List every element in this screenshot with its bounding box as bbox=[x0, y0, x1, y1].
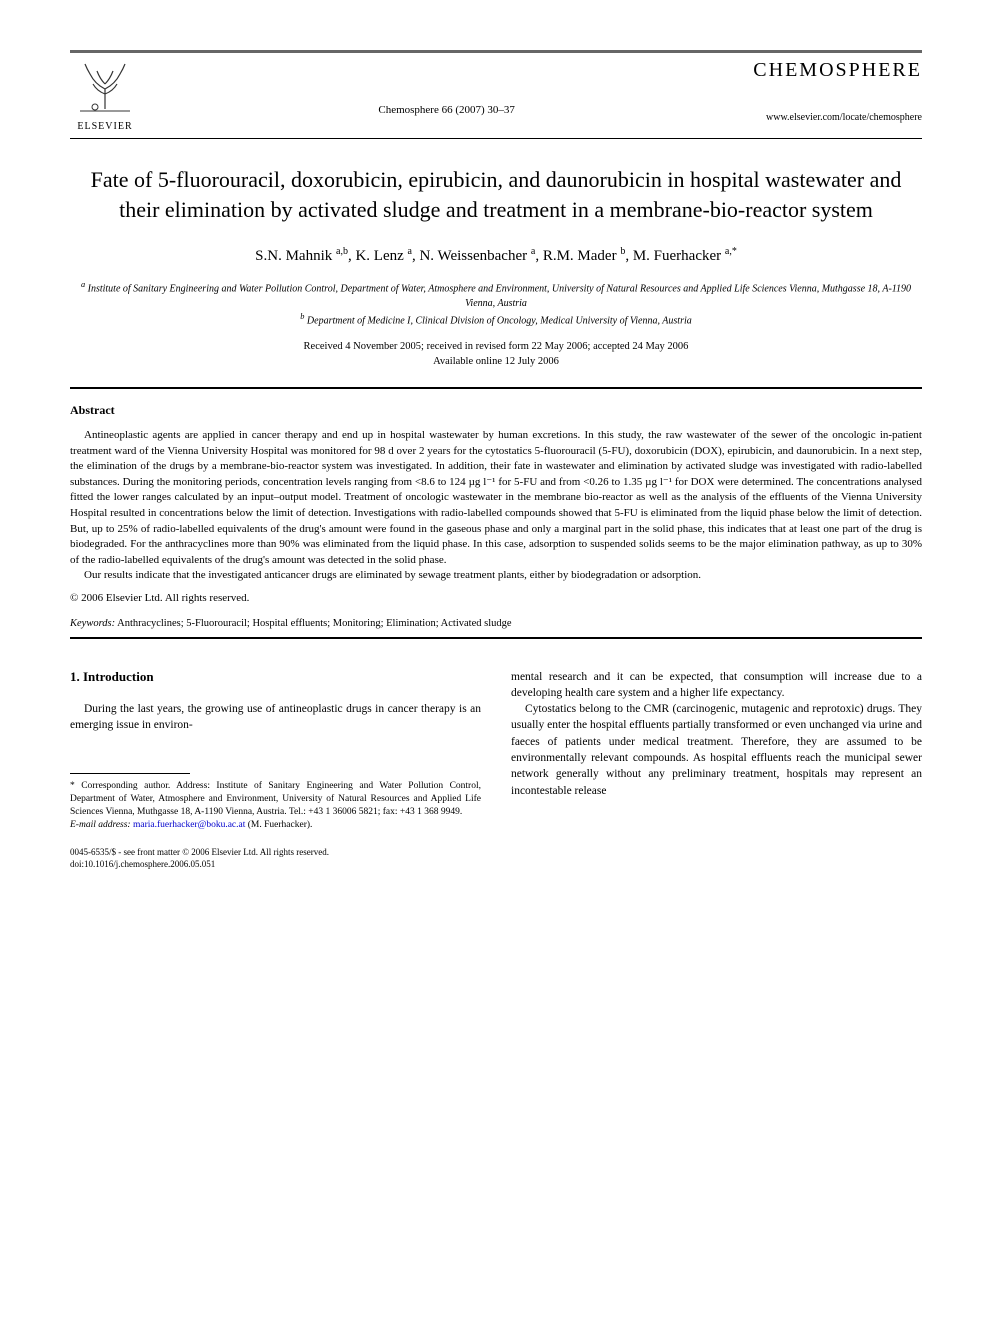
right-column: mental research and it can be expected, … bbox=[511, 669, 922, 871]
abstract-p2: Our results indicate that the investigat… bbox=[70, 568, 922, 584]
intro-col2-p2: Cytostatics belong to the CMR (carcinoge… bbox=[511, 701, 922, 799]
email-suffix: (M. Fuerhacker). bbox=[248, 820, 313, 830]
footer-line1: 0045-6535/$ - see front matter © 2006 El… bbox=[70, 847, 481, 859]
two-column-body: 1. Introduction During the last years, t… bbox=[70, 669, 922, 871]
abstract-p1: Antineoplastic agents are applied in can… bbox=[70, 428, 922, 568]
journal-reference: Chemosphere 66 (2007) 30–37 bbox=[140, 59, 753, 116]
page-footer: 0045-6535/$ - see front matter © 2006 El… bbox=[70, 847, 481, 870]
keywords-text: Anthracyclines; 5-Fluorouracil; Hospital… bbox=[117, 618, 511, 629]
abstract-copyright: © 2006 Elsevier Ltd. All rights reserved… bbox=[70, 592, 922, 604]
header-top-bar bbox=[70, 50, 922, 53]
authors-line: S.N. Mahnik a,b, K. Lenz a, N. Weissenba… bbox=[70, 246, 922, 265]
journal-name: CHEMOSPHERE bbox=[753, 59, 922, 82]
footnote-text: * Corresponding author. Address: Institu… bbox=[70, 781, 481, 817]
publisher-logo: ELSEVIER bbox=[70, 59, 140, 134]
abstract-label: Abstract bbox=[70, 403, 922, 418]
footer-line2: doi:10.1016/j.chemosphere.2006.05.051 bbox=[70, 859, 481, 871]
corresponding-footnote: * Corresponding author. Address: Institu… bbox=[70, 780, 481, 831]
affiliation-b: b Department of Medicine I, Clinical Div… bbox=[70, 311, 922, 328]
journal-box: CHEMOSPHERE www.elsevier.com/locate/chem… bbox=[753, 59, 922, 123]
abstract-bottom-rule bbox=[70, 637, 922, 639]
elsevier-tree-icon bbox=[75, 59, 135, 114]
keywords-label: Keywords: bbox=[70, 618, 115, 629]
email-label: E-mail address: bbox=[70, 820, 131, 830]
abstract-text: Antineoplastic agents are applied in can… bbox=[70, 428, 922, 584]
available-date: Available online 12 July 2006 bbox=[70, 355, 922, 370]
affiliation-a: a Institute of Sanitary Engineering and … bbox=[70, 279, 922, 310]
received-date: Received 4 November 2005; received in re… bbox=[70, 340, 922, 355]
abstract-top-rule bbox=[70, 387, 922, 389]
introduction-heading: 1. Introduction bbox=[70, 669, 481, 685]
journal-url: www.elsevier.com/locate/chemosphere bbox=[753, 112, 922, 123]
publisher-name: ELSEVIER bbox=[70, 121, 140, 132]
article-title: Fate of 5-fluorouracil, doxorubicin, epi… bbox=[70, 165, 922, 224]
article-dates: Received 4 November 2005; received in re… bbox=[70, 340, 922, 369]
keywords-line: Keywords: Anthracyclines; 5-Fluorouracil… bbox=[70, 618, 922, 629]
left-column: 1. Introduction During the last years, t… bbox=[70, 669, 481, 871]
header-row: ELSEVIER Chemosphere 66 (2007) 30–37 CHE… bbox=[70, 59, 922, 134]
footnote-rule bbox=[70, 773, 190, 774]
header-bottom-rule bbox=[70, 138, 922, 139]
intro-col1: During the last years, the growing use o… bbox=[70, 701, 481, 734]
intro-col2-p1: mental research and it can be expected, … bbox=[511, 669, 922, 702]
email-link[interactable]: maria.fuerhacker@boku.ac.at bbox=[133, 820, 245, 830]
affiliations: a Institute of Sanitary Engineering and … bbox=[70, 279, 922, 328]
